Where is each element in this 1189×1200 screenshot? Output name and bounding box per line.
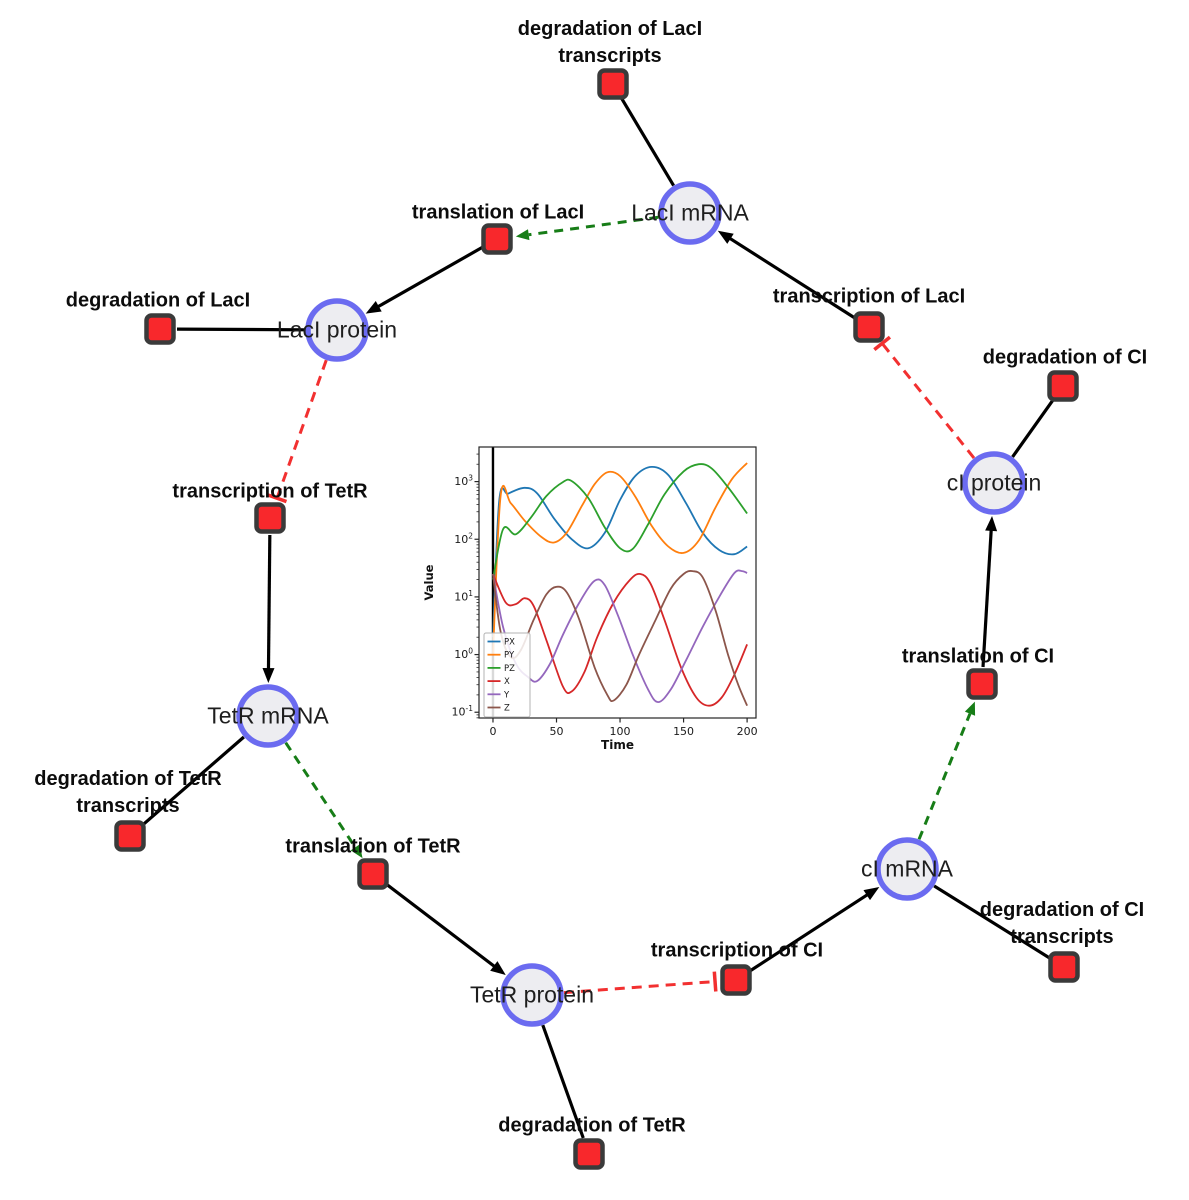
edge-line	[917, 713, 972, 840]
chart-xtick-label-2: 100	[610, 725, 631, 738]
arrowhead-icon	[365, 301, 382, 314]
edge-line	[620, 97, 675, 187]
chart-ytick-label-2: 101	[454, 589, 473, 604]
edge-catalysis-tetr_mrna-transl_tetr	[284, 741, 363, 859]
edge-production-txn_laci-laci_mrna	[717, 230, 856, 320]
reaction-node-transl_tetr	[357, 858, 389, 890]
edge-inhibition-ci_prot-txn_laci	[873, 335, 976, 459]
arrowhead-icon	[490, 961, 506, 976]
chart-frame	[478, 446, 757, 719]
chart-xtick-label-4: 200	[737, 725, 758, 738]
legend-label-PZ: PZ	[504, 664, 515, 674]
chart-ytick-label-3: 102	[454, 531, 473, 546]
edge-catalysis-ci_mrna-transl_ci	[917, 701, 976, 840]
reaction-node-deg_ci_tx	[1048, 951, 1080, 983]
reaction-node-deg_tetr	[573, 1138, 605, 1170]
species-node-tetr_prot	[500, 963, 564, 1027]
edge-line	[376, 246, 484, 309]
edge-line	[528, 215, 659, 237]
edge-line	[266, 534, 272, 671]
edge-consumption-laci_mrna-deg_laci_tx	[620, 97, 675, 187]
reaction-node-transl_ci	[966, 668, 998, 700]
chart-series-PY	[492, 462, 748, 655]
edge-consumption-tetr_prot-deg_tetr	[541, 1024, 585, 1139]
edge-line	[1011, 398, 1055, 458]
chart-plot-area	[491, 447, 748, 718]
chart-series-Z	[492, 570, 748, 707]
edge-line	[385, 883, 497, 969]
edge-production-transl_ci-ci_prot	[981, 515, 998, 668]
chart-xtick-label-0: 0	[489, 725, 496, 738]
inhibition-tbar-icon	[873, 335, 892, 352]
edge-production-transl_tetr-tetr_prot	[385, 883, 506, 976]
reaction-node-deg_ci	[1047, 370, 1079, 402]
edge-line	[933, 884, 1051, 960]
edge-line	[563, 980, 716, 995]
edge-line	[275, 359, 328, 499]
reaction-node-deg_tetr_tx	[114, 820, 146, 852]
chart-series-PZ	[492, 463, 748, 580]
edge-consumption-laci_prot-deg_laci	[176, 327, 306, 332]
inhibition-tbar-icon	[267, 493, 288, 504]
edge-line	[541, 1024, 585, 1139]
edge-inhibition-tetr_prot-txn_ci	[563, 971, 718, 995]
edge-line	[176, 327, 306, 332]
legend-label-PY: PY	[504, 651, 515, 661]
edge-inhibition-laci_prot-txn_tetr	[267, 359, 328, 504]
inhibition-tbar-icon	[712, 971, 718, 992]
legend-label-Y: Y	[503, 690, 510, 700]
chart-series-PX	[492, 465, 748, 638]
edge-consumption-ci_prot-deg_ci	[1011, 398, 1055, 458]
species-node-ci_mrna	[875, 837, 939, 901]
reaction-node-txn_laci	[853, 311, 885, 343]
legend-label-PX: PX	[504, 638, 515, 648]
edge-line	[749, 892, 870, 973]
chart-xtick-label-1: 50	[550, 725, 564, 738]
chart-ytick-label-4: 103	[454, 474, 473, 489]
chart-xlabel: Time	[601, 738, 634, 752]
edge-production-txn_ci-ci_mrna	[749, 886, 880, 973]
edge-line	[284, 741, 357, 849]
chart-ylabel: Value	[422, 564, 436, 600]
arrowhead-icon	[262, 667, 275, 684]
arrowhead-icon	[350, 844, 363, 859]
edge-consumption-tetr_mrna-deg_tetr_tx	[141, 735, 245, 827]
species-node-laci_mrna	[658, 181, 722, 245]
arrowhead-icon	[985, 515, 998, 532]
edge-catalysis-laci_mrna-transl_laci	[515, 215, 659, 241]
edge-line	[727, 236, 856, 320]
chart-xtick-label-3: 150	[673, 725, 694, 738]
chart-legend: PX PY PZ XYZ	[483, 632, 531, 718]
edge-production-transl_laci-laci_prot	[365, 246, 484, 314]
legend-label-Z: Z	[504, 704, 510, 714]
edge-consumption-ci_mrna-deg_ci_tx	[933, 884, 1051, 960]
arrowhead-icon	[515, 229, 530, 241]
chart-ytick-label-1: 100	[454, 647, 473, 662]
edge-line	[981, 528, 993, 668]
arrowhead-icon	[717, 230, 734, 244]
arrowhead-icon	[863, 886, 880, 901]
edge-line	[880, 342, 976, 459]
species-node-ci_prot	[962, 451, 1026, 515]
legend-label-X: X	[504, 677, 510, 687]
edge-production-txn_tetr-tetr_mrna	[262, 534, 275, 684]
reaction-node-deg_laci_tx	[597, 68, 629, 100]
edge-line	[141, 735, 245, 827]
reaction-node-deg_laci	[144, 313, 176, 345]
species-node-tetr_mrna	[236, 684, 300, 748]
arrowhead-icon	[964, 701, 976, 716]
reaction-node-txn_ci	[720, 964, 752, 996]
inset-chart: 10-1 100 101 102 103 0 50 100 150 200 Time Value PX P…	[420, 430, 772, 764]
chart-ytick-label-0: 10-1	[452, 704, 474, 719]
reaction-node-txn_tetr	[254, 502, 286, 534]
species-node-laci_prot	[305, 298, 369, 362]
reaction-node-transl_laci	[481, 223, 513, 255]
